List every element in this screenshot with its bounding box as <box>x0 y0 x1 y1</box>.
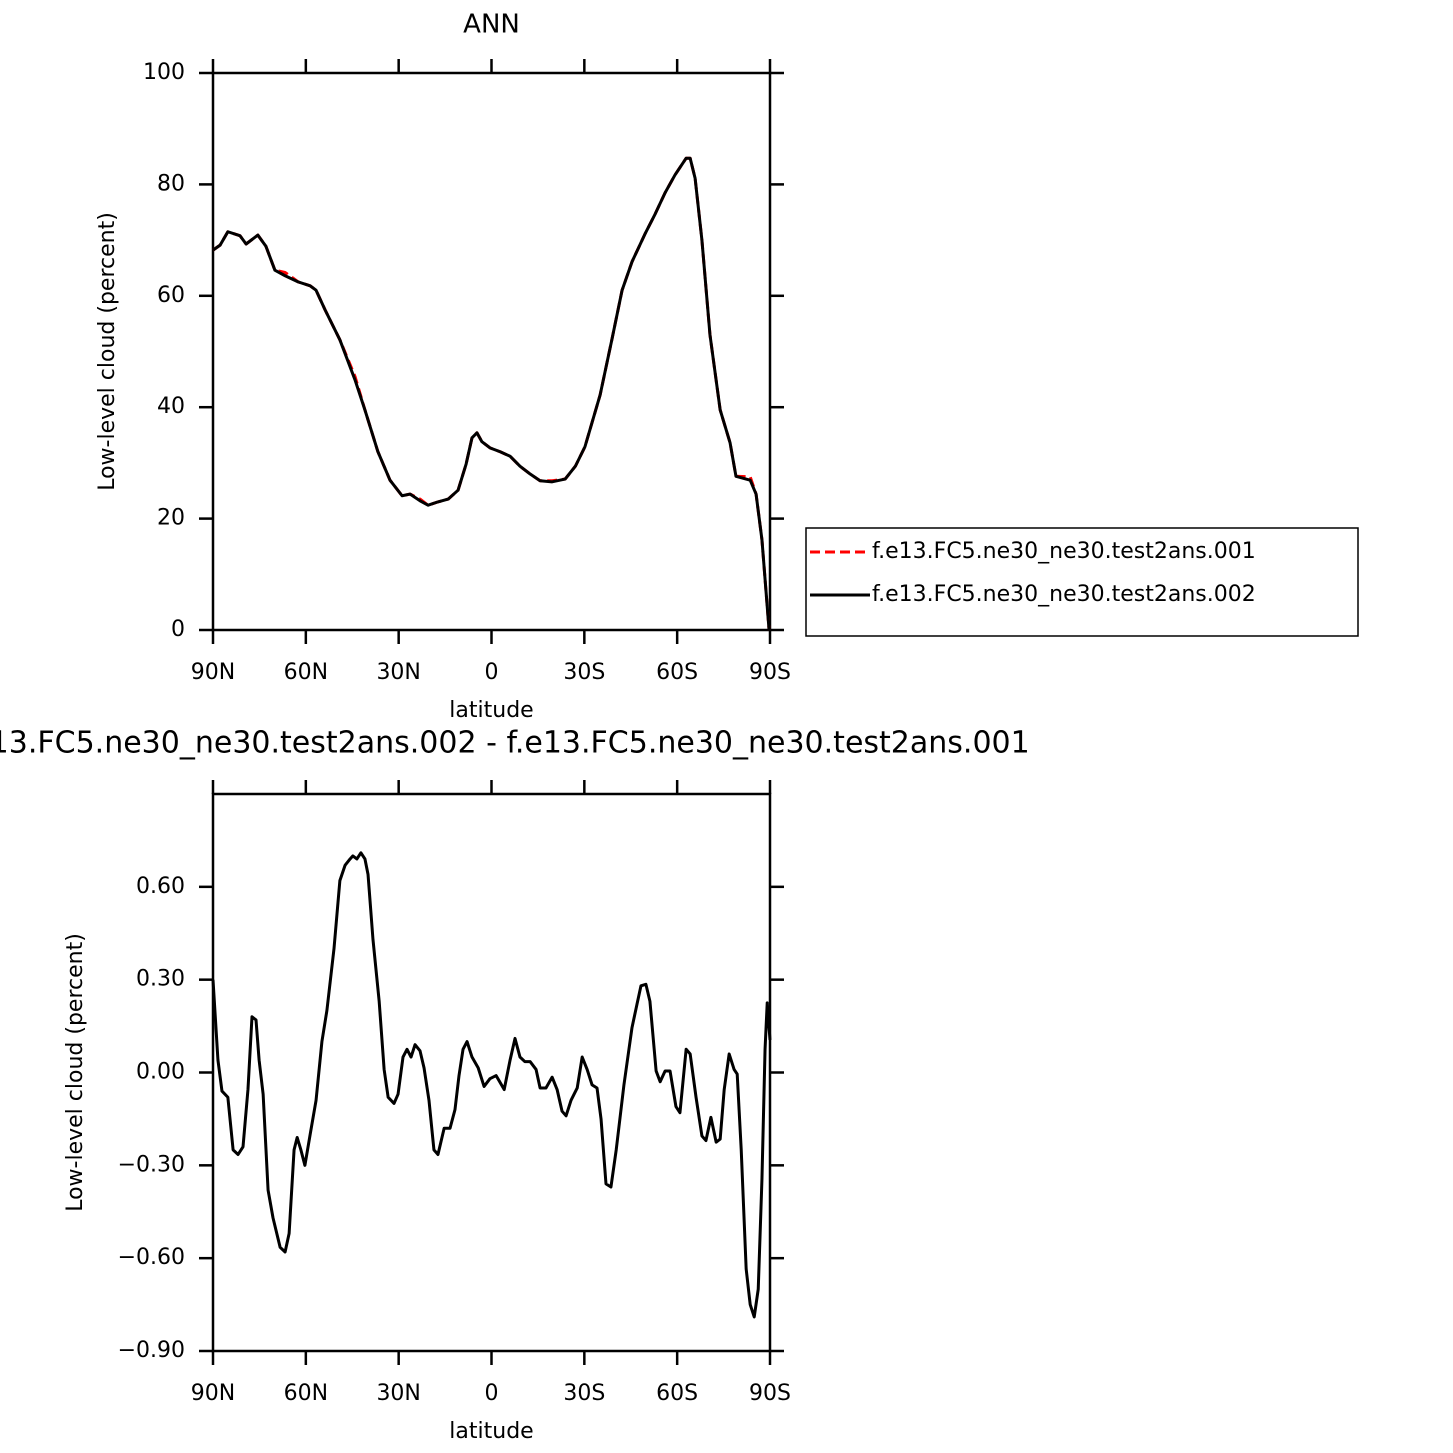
data-line <box>212 156 771 631</box>
x-tick-label: 60N <box>284 1381 328 1406</box>
x-tick-label: 30N <box>376 660 420 685</box>
y-tick-label: 100 <box>143 60 185 85</box>
x-tick-label: 30S <box>563 1381 605 1406</box>
y-tick-label: 80 <box>157 171 185 196</box>
x-tick-label: 30N <box>376 1381 420 1406</box>
chart-title: f.e13.FC5.ne30_ne30.test2ans.002 - f.e13… <box>0 726 1030 761</box>
chart-title: ANN <box>463 10 520 40</box>
y-tick-label: −0.30 <box>118 1152 185 1177</box>
plot-frame <box>211 71 772 632</box>
x-tick-label: 90N <box>191 1381 235 1406</box>
y-tick-label: 0.30 <box>136 967 185 992</box>
x-axis-label: latitude <box>449 1419 533 1444</box>
y-axis-label: Low-level cloud (percent) <box>63 933 88 1212</box>
x-tick-label: 60N <box>284 660 328 685</box>
y-tick-label: −0.60 <box>118 1245 185 1270</box>
x-tick-label: 90S <box>749 1381 791 1406</box>
x-tick-label: 30S <box>563 660 605 685</box>
x-tick-label: 0 <box>485 1381 499 1406</box>
y-tick-label: 60 <box>157 283 185 308</box>
y-tick-label: −0.90 <box>118 1338 185 1363</box>
x-tick-label: 60S <box>656 1381 698 1406</box>
x-tick-label: 60S <box>656 660 698 685</box>
y-tick-label: 0.00 <box>136 1060 185 1085</box>
legend-label: f.e13.FC5.ne30_ne30.test2ans.001 <box>872 539 1256 564</box>
data-line <box>211 851 772 1319</box>
plot-frame <box>211 792 772 1353</box>
legend-box <box>805 527 1359 637</box>
legend-label: f.e13.FC5.ne30_ne30.test2ans.002 <box>872 582 1256 607</box>
x-tick-label: 90N <box>191 660 235 685</box>
data-line <box>212 156 771 631</box>
y-axis-label: Low-level cloud (percent) <box>95 212 120 491</box>
x-axis-label: latitude <box>449 698 533 723</box>
y-tick-label: 0.60 <box>136 874 185 899</box>
y-tick-label: 0 <box>171 617 185 642</box>
x-tick-label: 90S <box>749 660 791 685</box>
x-tick-label: 0 <box>485 660 499 685</box>
y-tick-label: 40 <box>157 394 185 419</box>
y-tick-label: 20 <box>157 506 185 531</box>
